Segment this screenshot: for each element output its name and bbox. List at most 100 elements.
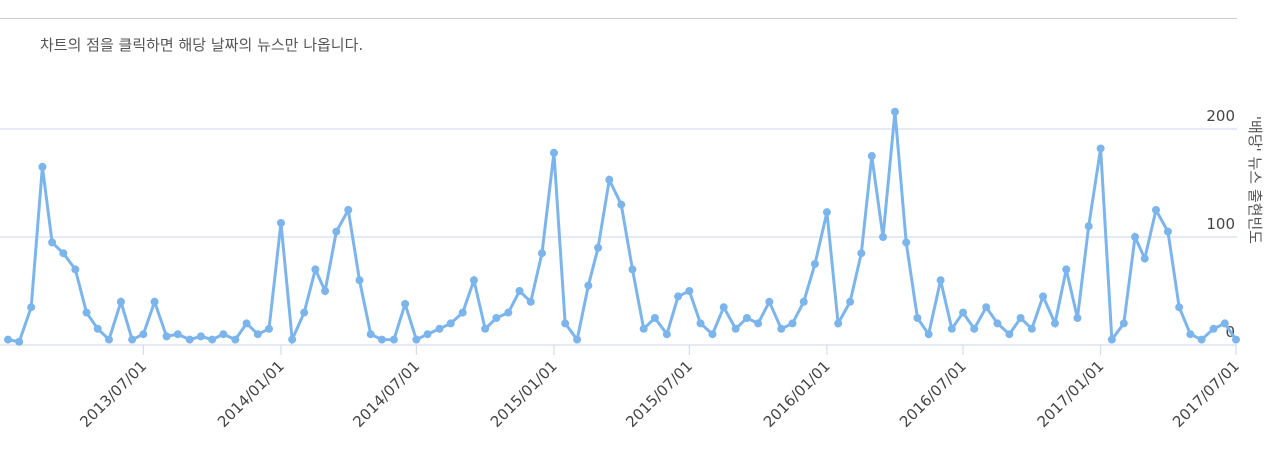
data-point[interactable] bbox=[970, 324, 979, 333]
data-point[interactable] bbox=[162, 332, 171, 341]
data-point[interactable] bbox=[982, 303, 991, 312]
data-point[interactable] bbox=[128, 335, 137, 344]
data-point[interactable] bbox=[469, 276, 478, 285]
data-point[interactable] bbox=[993, 319, 1002, 328]
data-point[interactable] bbox=[617, 200, 626, 209]
data-point[interactable] bbox=[1016, 314, 1025, 322]
data-point[interactable] bbox=[27, 303, 36, 312]
data-point[interactable] bbox=[537, 249, 546, 258]
data-point[interactable] bbox=[754, 319, 763, 328]
data-point[interactable] bbox=[846, 297, 855, 306]
data-point[interactable] bbox=[48, 238, 57, 247]
data-point[interactable] bbox=[1062, 265, 1071, 274]
data-point[interactable] bbox=[242, 319, 251, 328]
data-point[interactable] bbox=[389, 335, 398, 344]
data-point[interactable] bbox=[719, 303, 728, 312]
data-point[interactable] bbox=[1220, 319, 1229, 328]
data-point[interactable] bbox=[742, 314, 751, 322]
data-point[interactable] bbox=[1175, 303, 1184, 312]
data-point[interactable] bbox=[401, 299, 410, 308]
data-point[interactable] bbox=[355, 276, 364, 285]
data-point[interactable] bbox=[321, 287, 330, 295]
data-point[interactable] bbox=[366, 330, 375, 339]
data-point[interactable] bbox=[857, 249, 866, 258]
data-point[interactable] bbox=[913, 314, 922, 322]
data-point[interactable] bbox=[731, 324, 740, 333]
data-point[interactable] bbox=[1005, 330, 1014, 339]
data-point[interactable] bbox=[879, 233, 888, 241]
data-point[interactable] bbox=[584, 281, 593, 290]
data-point[interactable] bbox=[1209, 324, 1218, 333]
data-point[interactable] bbox=[788, 319, 797, 328]
data-point[interactable] bbox=[526, 297, 535, 306]
data-point[interactable] bbox=[435, 324, 444, 333]
data-point[interactable] bbox=[412, 335, 421, 344]
data-point[interactable] bbox=[594, 243, 603, 252]
data-point[interactable] bbox=[1073, 314, 1082, 322]
data-point[interactable] bbox=[696, 319, 705, 328]
data-point[interactable] bbox=[708, 330, 717, 339]
data-point[interactable] bbox=[288, 335, 297, 344]
data-point[interactable] bbox=[639, 324, 648, 333]
data-point[interactable] bbox=[515, 287, 524, 295]
data-point[interactable] bbox=[1197, 335, 1206, 344]
data-point[interactable] bbox=[1119, 319, 1128, 328]
data-point[interactable] bbox=[1186, 330, 1195, 339]
data-point[interactable] bbox=[1027, 324, 1036, 333]
data-point[interactable] bbox=[1096, 144, 1105, 153]
data-point[interactable] bbox=[311, 265, 320, 274]
data-point[interactable] bbox=[936, 276, 945, 285]
data-point[interactable] bbox=[423, 330, 432, 339]
data-point[interactable] bbox=[82, 308, 91, 317]
data-point[interactable] bbox=[890, 107, 899, 116]
data-point[interactable] bbox=[231, 335, 240, 344]
data-point[interactable] bbox=[834, 319, 843, 328]
data-point[interactable] bbox=[1151, 206, 1160, 214]
data-point[interactable] bbox=[458, 308, 467, 317]
data-point[interactable] bbox=[674, 292, 683, 301]
data-point[interactable] bbox=[332, 227, 341, 236]
data-point[interactable] bbox=[185, 335, 194, 344]
data-point[interactable] bbox=[104, 335, 113, 344]
data-point[interactable] bbox=[446, 319, 455, 328]
data-point[interactable] bbox=[822, 208, 831, 217]
data-point[interactable] bbox=[947, 324, 956, 333]
data-point[interactable] bbox=[685, 287, 694, 295]
data-point[interactable] bbox=[1232, 335, 1240, 344]
data-point[interactable] bbox=[605, 175, 614, 184]
data-point[interactable] bbox=[265, 324, 274, 333]
data-point[interactable] bbox=[1140, 254, 1149, 263]
data-point[interactable] bbox=[650, 314, 659, 322]
data-point[interactable] bbox=[902, 238, 911, 247]
data-point[interactable] bbox=[377, 335, 386, 344]
data-point[interactable] bbox=[662, 330, 671, 339]
data-point[interactable] bbox=[1131, 233, 1140, 241]
data-point[interactable] bbox=[1039, 292, 1048, 301]
data-point[interactable] bbox=[344, 206, 353, 214]
data-point[interactable] bbox=[59, 249, 68, 258]
data-point[interactable] bbox=[959, 308, 968, 317]
data-point[interactable] bbox=[276, 218, 285, 227]
data-point[interactable] bbox=[867, 152, 876, 160]
data-point[interactable] bbox=[799, 297, 808, 306]
data-point[interactable] bbox=[777, 324, 786, 333]
data-point[interactable] bbox=[810, 260, 819, 268]
data-point[interactable] bbox=[93, 324, 102, 333]
data-point[interactable] bbox=[38, 162, 47, 171]
data-point[interactable] bbox=[549, 148, 558, 157]
data-point[interactable] bbox=[208, 335, 217, 344]
data-point[interactable] bbox=[1163, 227, 1172, 236]
data-point[interactable] bbox=[196, 332, 205, 341]
data-point[interactable] bbox=[173, 330, 182, 339]
data-point[interactable] bbox=[1084, 222, 1093, 231]
data-point[interactable] bbox=[924, 330, 933, 339]
data-point[interactable] bbox=[4, 335, 12, 344]
data-point[interactable] bbox=[561, 319, 570, 328]
data-point[interactable] bbox=[15, 337, 24, 346]
data-point[interactable] bbox=[765, 297, 774, 306]
data-point[interactable] bbox=[116, 297, 125, 306]
data-point[interactable] bbox=[150, 297, 159, 306]
data-point[interactable] bbox=[219, 330, 228, 339]
data-point[interactable] bbox=[300, 308, 309, 317]
data-point[interactable] bbox=[481, 324, 490, 333]
